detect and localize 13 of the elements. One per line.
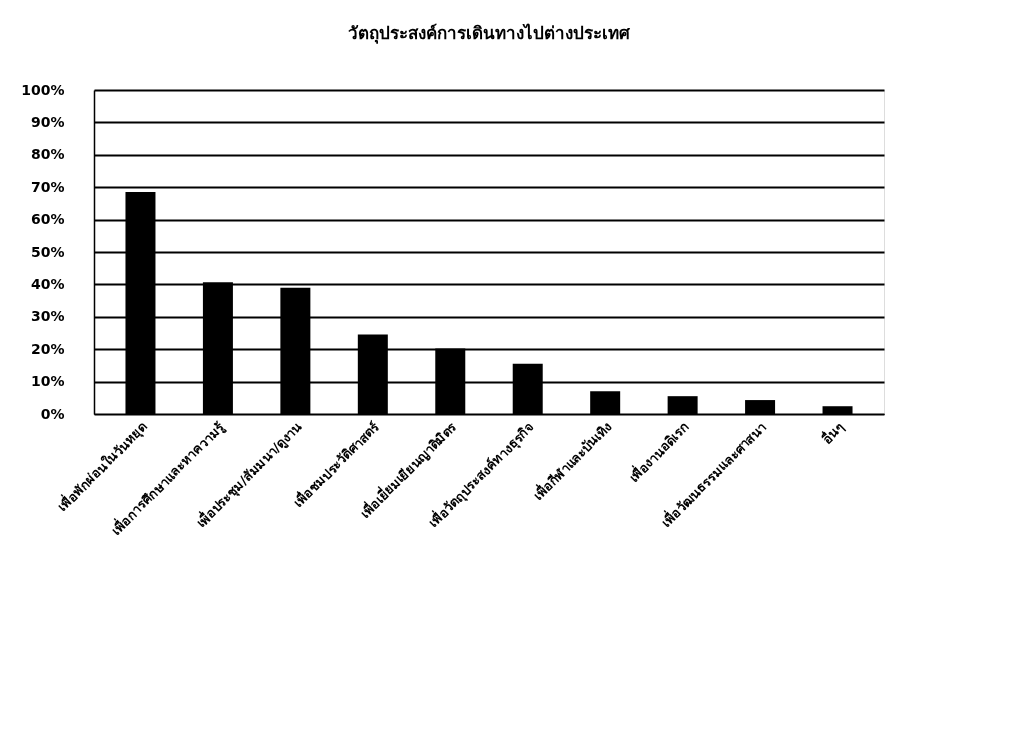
y-tick-label: 60% (30, 211, 65, 228)
y-tick-label: 30% (30, 308, 65, 325)
y-tick-label: 0% (40, 405, 65, 422)
y-tick-label: 70% (30, 178, 65, 195)
y-tick-label: 40% (30, 275, 65, 292)
y-tick-label: 80% (30, 146, 65, 163)
x-tick-label: อื่นๆ (817, 417, 847, 447)
chart-title: วัตถุประสงค์การเดินทางไปต่างประเทศ (348, 23, 631, 44)
y-tick-label: 10% (30, 373, 65, 390)
y-tick-label: 50% (30, 243, 65, 260)
y-tick-label: 90% (30, 113, 65, 130)
y-tick-label: 20% (30, 340, 65, 357)
y-tick-label: 100% (21, 81, 65, 98)
